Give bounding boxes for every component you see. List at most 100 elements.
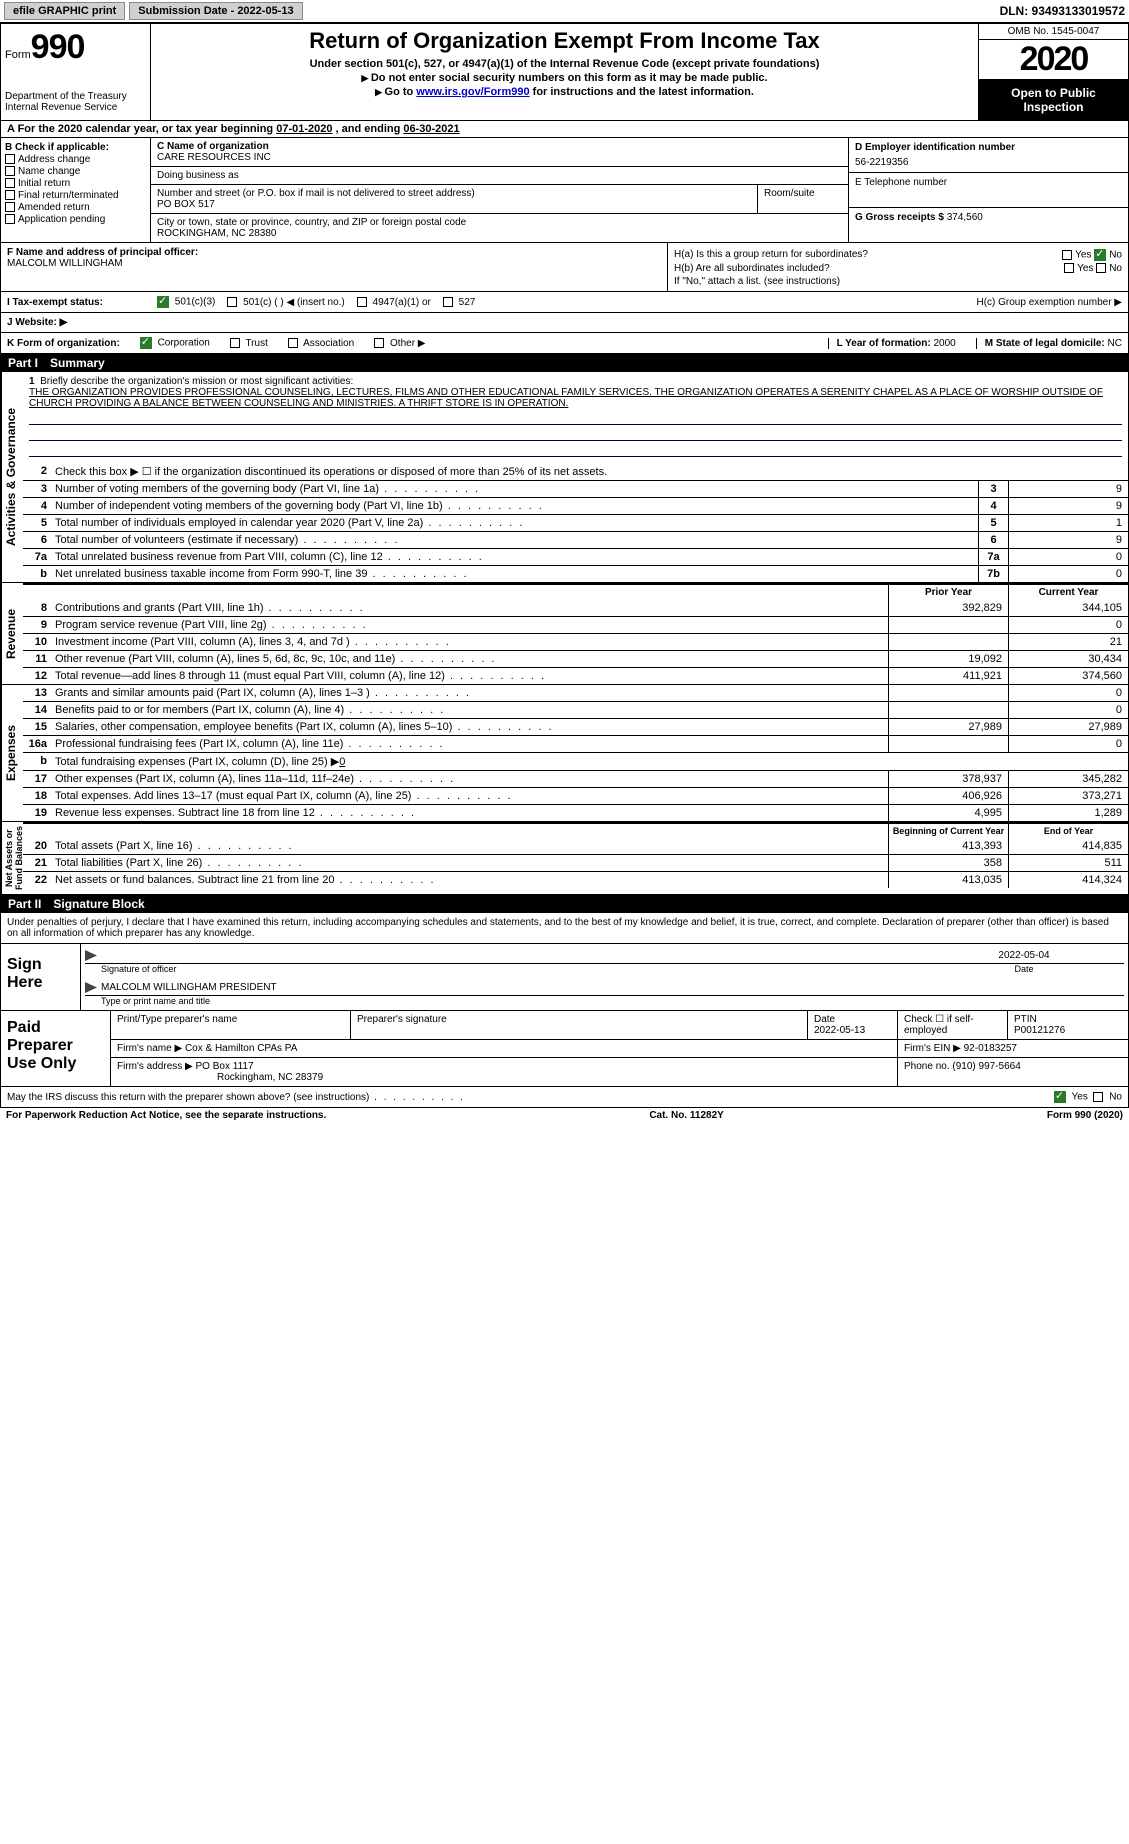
signature-section: Under penalties of perjury, I declare th… [0, 913, 1129, 1087]
current-value: 0 [1008, 685, 1128, 701]
line-box: 4 [978, 498, 1008, 514]
line-item: 3Number of voting members of the governi… [23, 480, 1128, 497]
line-text: Other revenue (Part VIII, column (A), li… [51, 651, 888, 667]
room-label: Room/suite [758, 185, 848, 213]
line-text: Total number of volunteers (estimate if … [51, 532, 978, 548]
line-num: 5 [23, 515, 51, 531]
chk-4947[interactable]: 4947(a)(1) or [357, 297, 431, 308]
line-num: 17 [23, 771, 51, 787]
dba-label: Doing business as [157, 170, 842, 181]
line-item: 15Salaries, other compensation, employee… [23, 718, 1128, 735]
sig-arrow-icon [85, 950, 97, 961]
line-text: Number of voting members of the governin… [51, 481, 978, 497]
line-num: 21 [23, 855, 51, 871]
line-text: Total revenue—add lines 8 through 11 (mu… [51, 668, 888, 684]
firm-addr: PO Box 1117 [196, 1061, 254, 1072]
chk-other[interactable]: Other ▶ [374, 338, 425, 349]
line-value: 1 [1008, 515, 1128, 531]
prior-value [888, 634, 1008, 650]
current-value: 344,105 [1008, 600, 1128, 616]
line-text: Total assets (Part X, line 16) [51, 838, 888, 854]
section-h: H(a) Is this a group return for subordin… [668, 243, 1128, 291]
current-value: 373,271 [1008, 788, 1128, 804]
chk-name[interactable]: Name change [5, 166, 146, 177]
firm-city: Rockingham, NC 28379 [217, 1072, 323, 1083]
chk-pending[interactable]: Application pending [5, 214, 146, 225]
part1-header: Part I Summary [0, 354, 1129, 372]
subtitle-3: Go to www.irs.gov/Form990 for instructio… [159, 86, 970, 98]
prep-ptin-hdr: PTIN [1014, 1014, 1037, 1025]
vert-revenue: Revenue [1, 583, 23, 684]
chk-amended[interactable]: Amended return [5, 202, 146, 213]
line-text: Professional fundraising fees (Part IX, … [51, 736, 888, 752]
info-grid: B Check if applicable: Address change Na… [0, 138, 1129, 243]
city-label: City or town, state or province, country… [157, 217, 842, 228]
current-value: 0 [1008, 736, 1128, 752]
line-num: 15 [23, 719, 51, 735]
form-header: Form990 Department of the Treasury Inter… [0, 23, 1129, 121]
section-f: F Name and address of principal officer:… [1, 243, 668, 291]
rev-col-header: Prior Year Current Year [23, 583, 1128, 600]
domicile-label: M State of legal domicile: [985, 338, 1105, 349]
line-item: 4Number of independent voting members of… [23, 497, 1128, 514]
irs-link[interactable]: www.irs.gov/Form990 [416, 86, 529, 98]
sig-officer-label: Signature of officer [101, 964, 176, 974]
prep-name-hdr: Print/Type preparer's name [111, 1011, 351, 1039]
chk-trust[interactable]: Trust [230, 338, 268, 349]
chk-assoc[interactable]: Association [288, 338, 354, 349]
chk-527[interactable]: 527 [443, 297, 475, 308]
prior-value: 27,989 [888, 719, 1008, 735]
line-item: 14Benefits paid to or for members (Part … [23, 701, 1128, 718]
submission-btn[interactable]: Submission Date - 2022-05-13 [129, 2, 302, 20]
section-b: B Check if applicable: Address change Na… [1, 138, 151, 242]
gross-label: G Gross receipts $ [855, 212, 944, 223]
line-text: Benefits paid to or for members (Part IX… [51, 702, 888, 718]
fh-row: F Name and address of principal officer:… [0, 243, 1129, 292]
line-num: b [23, 566, 51, 582]
section-b-header: B Check if applicable: [5, 142, 109, 153]
line-num: 18 [23, 788, 51, 804]
top-bar: efile GRAPHIC print Submission Date - 20… [0, 0, 1129, 23]
prior-value: 413,035 [888, 872, 1008, 888]
prior-year-label: Prior Year [888, 585, 1008, 600]
addr-value: PO BOX 517 [157, 199, 751, 210]
discuss-yes [1054, 1091, 1066, 1103]
chk-initial[interactable]: Initial return [5, 178, 146, 189]
chk-final[interactable]: Final return/terminated [5, 190, 146, 201]
line-text: Net unrelated business taxable income fr… [51, 566, 978, 582]
line-num: 8 [23, 600, 51, 616]
form-ref: Form 990 (2020) [1047, 1110, 1123, 1121]
section-c: C Name of organization CARE RESOURCES IN… [151, 138, 848, 242]
part1-num: Part I [8, 356, 38, 370]
sig-name: MALCOLM WILLINGHAM PRESIDENT [101, 982, 277, 993]
line-item: bNet unrelated business taxable income f… [23, 565, 1128, 582]
line-num: 9 [23, 617, 51, 633]
line-text: Program service revenue (Part VIII, line… [51, 617, 888, 633]
firm-phone: (910) 997-5664 [952, 1061, 1020, 1072]
governance-section: Activities & Governance 1 Briefly descri… [0, 372, 1129, 583]
efile-btn[interactable]: efile GRAPHIC print [4, 2, 125, 20]
firm-name-label: Firm's name ▶ [117, 1043, 182, 1054]
chk-501c[interactable]: 501(c) ( ) ◀ (insert no.) [227, 297, 344, 308]
year-formation-label: L Year of formation: [837, 338, 931, 349]
section-j: J Website: ▶ [0, 313, 1129, 333]
prior-value: 411,921 [888, 668, 1008, 684]
line-item: 21Total liabilities (Part X, line 26)358… [23, 854, 1128, 871]
current-value: 374,560 [1008, 668, 1128, 684]
line-item: 18Total expenses. Add lines 13–17 (must … [23, 787, 1128, 804]
period-mid: , and ending [332, 123, 403, 135]
chk-address[interactable]: Address change [5, 154, 146, 165]
line-num: 7a [23, 549, 51, 565]
current-value: 30,434 [1008, 651, 1128, 667]
chk-501c3[interactable]: 501(c)(3) [157, 296, 215, 308]
chk-corp[interactable]: Corporation [140, 337, 210, 349]
line-item: 11Other revenue (Part VIII, column (A), … [23, 650, 1128, 667]
period-label: A For the 2020 calendar year, or tax yea… [7, 123, 276, 135]
header-right: OMB No. 1545-0047 2020 Open to Public In… [978, 24, 1128, 120]
asset-col-header: Beginning of Current Year End of Year [23, 822, 1128, 838]
line-text: Other expenses (Part IX, column (A), lin… [51, 771, 888, 787]
line-item: 19Revenue less expenses. Subtract line 1… [23, 804, 1128, 821]
year-formation: 2000 [933, 338, 955, 349]
ein-value: 56-2219356 [855, 157, 1122, 168]
prior-value: 406,926 [888, 788, 1008, 804]
